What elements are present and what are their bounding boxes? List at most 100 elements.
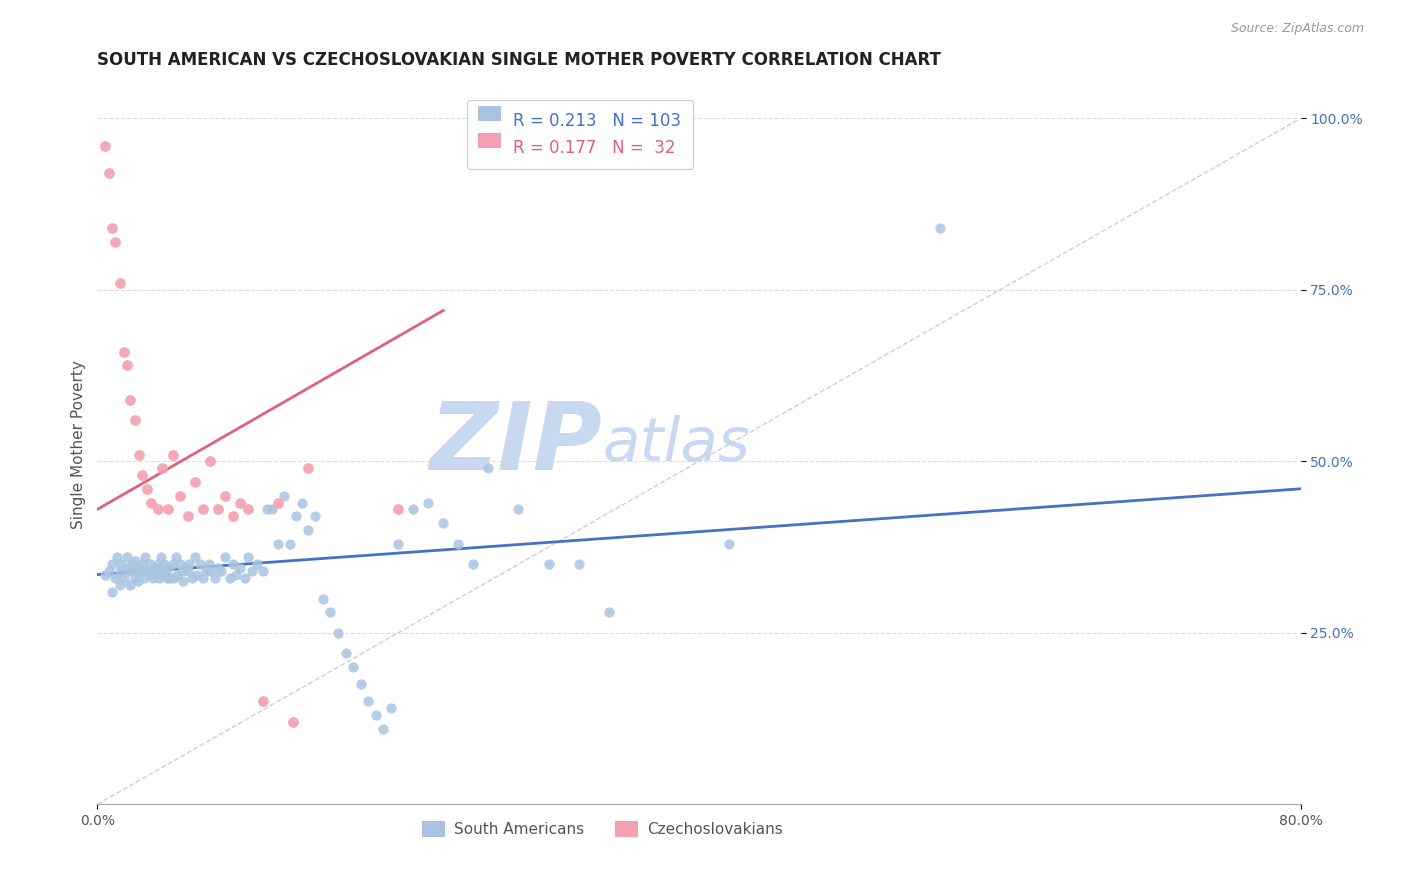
Point (125, 564, 148, 578)
Point (380, 701, 402, 715)
Point (155, 571, 177, 585)
Point (108, 564, 131, 578)
Point (169, 558, 191, 572)
Point (120, 564, 142, 578)
Point (197, 558, 219, 572)
Point (319, 605, 342, 619)
Point (94, 567, 117, 582)
Point (229, 560, 252, 574)
Point (166, 567, 188, 582)
Point (204, 571, 226, 585)
Point (149, 550, 172, 565)
Point (928, 221, 950, 235)
Point (371, 722, 394, 736)
Point (240, 564, 263, 578)
Text: atlas: atlas (603, 415, 751, 474)
Point (598, 605, 620, 619)
Point (236, 550, 259, 565)
Point (146, 502, 169, 516)
Point (101, 221, 124, 235)
Point (152, 558, 174, 572)
Point (136, 564, 159, 578)
Point (150, 461, 173, 475)
Point (143, 560, 166, 574)
Point (194, 564, 217, 578)
Point (132, 571, 155, 585)
Point (176, 509, 198, 524)
Point (117, 359, 139, 373)
Point (181, 571, 204, 585)
Point (112, 344, 135, 359)
Point (718, 537, 741, 551)
Point (447, 537, 470, 551)
Point (418, 495, 440, 509)
Point (184, 475, 207, 489)
Point (162, 448, 184, 462)
Point (297, 461, 319, 475)
Point (207, 502, 229, 516)
Point (267, 537, 290, 551)
Point (177, 558, 200, 572)
Point (134, 550, 156, 565)
Point (108, 276, 131, 290)
Point (246, 558, 269, 572)
Point (146, 564, 169, 578)
Point (128, 448, 150, 462)
Point (357, 694, 380, 708)
Point (131, 468, 153, 483)
Point (163, 571, 186, 585)
Point (108, 578, 131, 592)
Point (169, 489, 191, 503)
Point (198, 454, 221, 468)
Point (222, 509, 245, 524)
Point (402, 502, 425, 516)
Point (104, 571, 127, 585)
Point (165, 550, 187, 565)
Point (278, 537, 301, 551)
Point (110, 558, 132, 572)
Point (281, 714, 304, 729)
Point (139, 567, 162, 582)
Text: ZIP: ZIP (430, 398, 603, 491)
Point (172, 574, 194, 589)
Point (297, 523, 319, 537)
Point (432, 516, 454, 530)
Point (214, 550, 236, 565)
Point (256, 502, 278, 516)
Point (537, 558, 560, 572)
Point (170, 564, 193, 578)
Point (508, 502, 530, 516)
Point (120, 392, 142, 407)
Point (463, 558, 485, 572)
Point (124, 571, 146, 585)
Point (387, 537, 409, 551)
Point (104, 235, 127, 249)
Point (148, 571, 170, 585)
Point (117, 550, 139, 565)
Point (207, 560, 229, 574)
Point (139, 558, 162, 572)
Point (342, 660, 364, 674)
Point (186, 567, 208, 582)
Point (176, 564, 198, 578)
Point (128, 560, 150, 574)
Point (124, 413, 146, 427)
Point (191, 502, 214, 516)
Point (117, 560, 139, 574)
Point (326, 625, 349, 640)
Point (173, 560, 195, 574)
Point (120, 578, 142, 592)
Point (191, 571, 214, 585)
Point (273, 489, 295, 503)
Text: SOUTH AMERICAN VS CZECHOSLOVAKIAN SINGLE MOTHER POVERTY CORRELATION CHART: SOUTH AMERICAN VS CZECHOSLOVAKIAN SINGLE… (97, 51, 941, 69)
Point (157, 560, 180, 574)
Text: Source: ZipAtlas.com: Source: ZipAtlas.com (1230, 22, 1364, 36)
Point (101, 558, 124, 572)
Point (477, 461, 499, 475)
Point (304, 509, 326, 524)
Point (387, 502, 409, 516)
Point (162, 558, 184, 572)
Point (284, 509, 307, 524)
Point (349, 677, 371, 691)
Point (198, 564, 221, 578)
